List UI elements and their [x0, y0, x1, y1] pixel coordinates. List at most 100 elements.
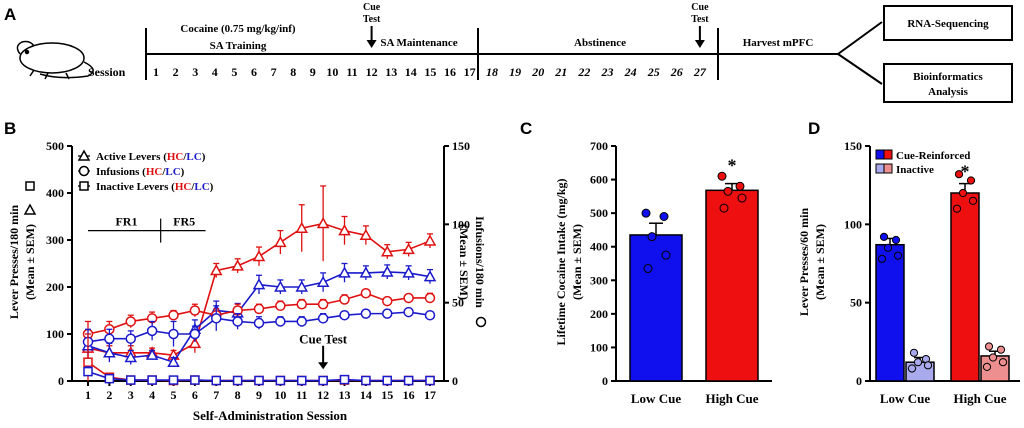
data-point: [168, 375, 179, 385]
session-number-16: 16: [444, 65, 456, 79]
c-data-point: [723, 186, 733, 196]
data-point: [252, 249, 266, 262]
data-point: [211, 375, 221, 386]
data-point: [338, 266, 351, 278]
data-point: [190, 375, 200, 385]
session-number-1: 1: [153, 65, 159, 79]
data-point: [168, 328, 179, 340]
data-point: [104, 333, 115, 344]
d-legend-label: Inactive: [896, 164, 934, 176]
b-ytick-left-label: 400: [46, 186, 64, 200]
d-data-point: [988, 353, 998, 362]
session-number-27: 27: [693, 65, 707, 79]
c-data-point: [737, 193, 747, 203]
data-point: [316, 217, 330, 229]
legend-marker-triangle: [77, 149, 91, 161]
data-point: [124, 350, 138, 363]
sa-maintenance-label: SA Maintenance: [380, 37, 457, 49]
data-point: [168, 309, 179, 321]
data-point: [275, 316, 286, 327]
data-point: [146, 325, 158, 337]
data-point: [296, 316, 307, 327]
legend-entry: Infusions (HC/LC): [96, 166, 185, 178]
panel-a: A Session Cocaine (0.75 mg/kg/inf) SA Tr…: [4, 2, 1013, 103]
panel-d-ylabel: Lever Presses/60 min: [797, 208, 811, 317]
rnaseq-box: [883, 5, 1013, 41]
d-data-point: [958, 188, 968, 198]
cue-test-arrow-head: [366, 40, 377, 48]
legend-hc: HC: [146, 166, 163, 178]
b-xtick-label: 4: [149, 388, 155, 402]
panel-c-letter: C: [520, 119, 532, 138]
session-number-13: 13: [385, 65, 397, 79]
abstinence-label: Abstinence: [574, 37, 626, 49]
data-point: [252, 278, 266, 290]
d-category-label: High Cue: [953, 391, 1006, 406]
d-data-point: [954, 170, 964, 179]
session-number-26: 26: [670, 65, 683, 79]
panel-c-ylabel-sub: (Mean ± SEM): [570, 224, 584, 300]
session-number-21: 21: [554, 65, 567, 79]
data-point: [360, 288, 372, 299]
d-data-point: [893, 251, 903, 260]
b-xtick-label: 9: [256, 388, 262, 402]
panel-b-letter: B: [4, 119, 16, 138]
d-legend-swatch-low: [875, 149, 885, 160]
data-point: [103, 346, 116, 358]
d-legend-swatch-high: [883, 163, 893, 174]
fr1-label: FR1: [115, 215, 137, 229]
data-point: [253, 317, 265, 329]
d-bar-high-cue-active: [950, 192, 980, 382]
b-xtick-label: 15: [381, 388, 393, 402]
panel-b-ylabel-right: Infusions/180 min: [473, 216, 487, 308]
session-label: Session: [88, 65, 126, 79]
legend-lc: LC: [186, 151, 201, 163]
data-point: [423, 234, 437, 246]
d-data-point: [909, 348, 919, 357]
c-data-point: [661, 250, 671, 260]
d-data-point: [952, 204, 962, 213]
data-point: [402, 242, 415, 255]
session-number-18: 18: [486, 65, 498, 79]
sa-training-label: SA Training: [210, 40, 267, 52]
harvest-label: Harvest mPFC: [743, 37, 814, 49]
cue-test-label-line1: Cue: [363, 2, 381, 13]
cue-test-label-line2: Test: [363, 14, 381, 25]
data-point: [382, 375, 392, 386]
panel-a-letter: A: [4, 5, 16, 24]
b-xtick-label: 10: [274, 388, 286, 402]
data-point: [147, 375, 157, 385]
b-ytick-left-label: 100: [46, 327, 64, 341]
data-point: [339, 309, 350, 321]
data-point: [83, 357, 93, 367]
legend-close: ): [181, 166, 185, 178]
b-xtick-label: 17: [424, 388, 436, 402]
c-data-point: [643, 264, 653, 274]
session-number-14: 14: [405, 65, 417, 79]
d-legend-swatch-high: [883, 149, 893, 160]
data-point: [167, 355, 180, 367]
b-ytick-left-label: 0: [58, 374, 64, 388]
data-point: [338, 224, 351, 236]
series-active-lc: [81, 262, 437, 367]
d-data-point: [998, 358, 1008, 367]
data-point: [232, 375, 243, 386]
panel-b-ylabel-right-sub: (Mean ± SEM): [457, 224, 471, 300]
session-number-6: 6: [251, 65, 257, 79]
d-category-label: Low Cue: [880, 391, 930, 406]
c-ytick-label: 0: [602, 374, 608, 388]
data-point: [361, 375, 371, 386]
data-point: [254, 375, 264, 386]
c-data-point: [735, 181, 745, 191]
cue-test-label-line1: Cue: [691, 2, 709, 13]
data-point: [145, 348, 159, 360]
c-ytick-label: 400: [590, 240, 608, 254]
d-data-point: [968, 196, 978, 205]
data-point: [209, 264, 223, 276]
legend-marker-circle: [78, 165, 90, 177]
data-point: [211, 313, 222, 324]
b-xtick-label: 5: [171, 388, 177, 402]
d-data-point: [883, 243, 893, 252]
data-point: [104, 373, 115, 384]
